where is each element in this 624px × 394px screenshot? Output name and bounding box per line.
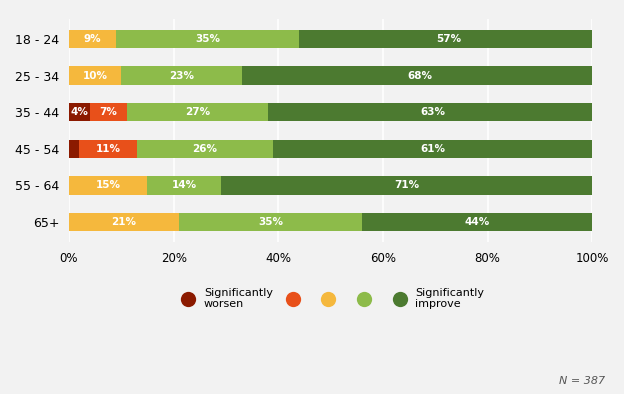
- Text: 4%: 4%: [71, 107, 89, 117]
- Text: 23%: 23%: [169, 71, 194, 81]
- Text: 61%: 61%: [420, 144, 445, 154]
- Bar: [147, 176, 221, 195]
- Bar: [300, 30, 598, 48]
- Bar: [362, 213, 592, 231]
- Bar: [137, 139, 273, 158]
- Bar: [69, 103, 90, 121]
- Text: 26%: 26%: [193, 144, 218, 154]
- Bar: [69, 176, 147, 195]
- Bar: [273, 139, 592, 158]
- Text: 35%: 35%: [258, 217, 283, 227]
- Bar: [90, 103, 127, 121]
- Text: 7%: 7%: [99, 107, 117, 117]
- Text: 14%: 14%: [172, 180, 197, 190]
- Text: 57%: 57%: [436, 34, 461, 44]
- Text: 21%: 21%: [112, 217, 137, 227]
- Bar: [116, 30, 300, 48]
- Text: 15%: 15%: [95, 180, 120, 190]
- Bar: [179, 213, 362, 231]
- Text: 10%: 10%: [82, 71, 107, 81]
- Text: 44%: 44%: [464, 217, 490, 227]
- Text: 35%: 35%: [195, 34, 220, 44]
- Bar: [69, 67, 121, 85]
- Text: 27%: 27%: [185, 107, 210, 117]
- Text: 63%: 63%: [420, 107, 445, 117]
- Text: N = 387: N = 387: [559, 376, 605, 386]
- Text: 11%: 11%: [95, 144, 120, 154]
- Bar: [69, 30, 116, 48]
- Bar: [121, 67, 241, 85]
- Bar: [221, 176, 592, 195]
- Bar: [268, 103, 598, 121]
- Text: 71%: 71%: [394, 180, 419, 190]
- Bar: [127, 103, 268, 121]
- Bar: [69, 139, 79, 158]
- Legend: Significantly
worsen, , , , Significantly
improve: Significantly worsen, , , , Significantl…: [177, 288, 484, 309]
- Text: 9%: 9%: [84, 34, 101, 44]
- Bar: [69, 213, 179, 231]
- Text: 68%: 68%: [407, 71, 432, 81]
- Bar: [241, 67, 598, 85]
- Bar: [79, 139, 137, 158]
